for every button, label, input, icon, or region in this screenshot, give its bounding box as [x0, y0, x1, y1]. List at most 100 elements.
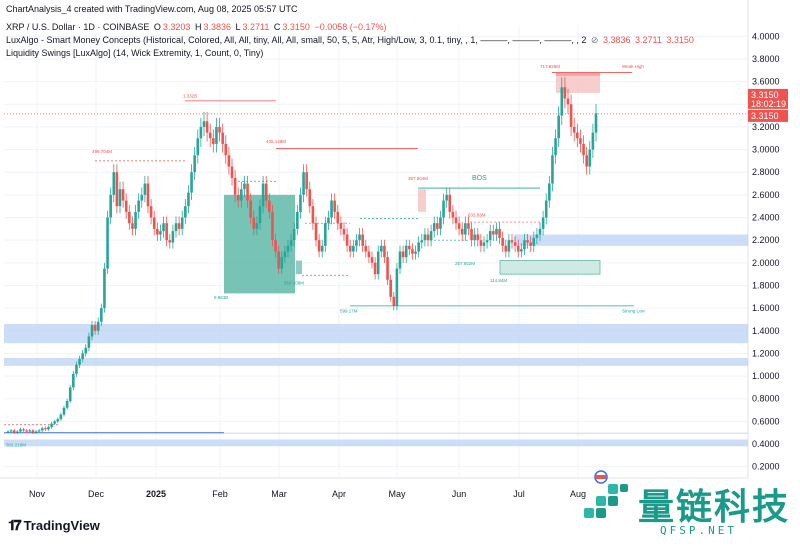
tradingview-logo[interactable]: 𝟏𝟕 TradingView — [8, 517, 100, 534]
candle-body — [404, 245, 408, 258]
candle-body — [376, 251, 380, 275]
candle-body — [124, 200, 128, 212]
candle-body — [516, 245, 520, 252]
price-tag-value: 3.3150 — [751, 90, 779, 100]
y-tick-label: 0.2000 — [752, 462, 780, 472]
label-435m: 435.148M — [266, 139, 286, 144]
candle-body — [569, 104, 573, 127]
candle-body — [280, 257, 284, 269]
candle-body — [143, 183, 147, 195]
candle-body — [348, 245, 352, 252]
label-257m: 257.552M — [455, 261, 475, 266]
candle-body — [292, 228, 296, 241]
candle-body — [16, 431, 19, 433]
candle-body — [591, 132, 595, 150]
candle-body — [523, 240, 526, 250]
ohlc-low-label: L — [235, 22, 241, 32]
x-tick-label: Jul — [513, 489, 525, 499]
ohlc-high-value: 3.3836 — [203, 22, 231, 32]
candle-body — [22, 429, 25, 431]
candle-body — [299, 194, 302, 212]
y-tick-label: 1.2000 — [752, 348, 780, 358]
candle-body — [330, 200, 333, 218]
candle-body — [296, 211, 299, 229]
flag-icon[interactable] — [590, 470, 612, 484]
candle-body — [87, 336, 91, 348]
candle-body — [436, 223, 439, 229]
candle-body — [121, 189, 125, 201]
candle-body — [184, 206, 187, 218]
price-tag-value-2: 3.3150 — [751, 111, 779, 121]
candle-body — [128, 211, 131, 224]
candle-body — [324, 223, 327, 246]
candle-body — [62, 407, 66, 415]
candle-body — [308, 189, 312, 207]
y-tick-label: 2.2000 — [752, 235, 780, 245]
candle-body — [230, 166, 234, 178]
candle-body — [75, 364, 78, 374]
candle-body — [134, 211, 137, 229]
indicator1-value-2: 3.2711 — [635, 35, 662, 45]
candle-body — [199, 126, 203, 139]
candle-body — [243, 183, 246, 190]
symbol-line: XRP / U.S. Dollar · 1D · COINBASE O 3.320… — [6, 22, 389, 32]
ohlc-high-label: H — [194, 22, 202, 32]
candle-body — [40, 428, 44, 431]
x-tick-label: Nov — [29, 489, 46, 499]
candle-body — [224, 143, 228, 156]
candle-body — [25, 430, 28, 432]
x-tick-label: Feb — [212, 489, 228, 499]
indicator1-name[interactable]: LuxAlgo - Smart Money Concepts (Historic… — [6, 35, 587, 45]
candle-body — [327, 217, 330, 224]
x-tick-label: Apr — [332, 489, 346, 499]
x-tick-label: Aug — [570, 489, 586, 499]
candle-body — [495, 228, 498, 235]
indicator1-line[interactable]: LuxAlgo - Smart Money Concepts (Historic… — [6, 35, 696, 46]
candle-body — [93, 325, 97, 331]
candle-body — [361, 234, 364, 246]
y-tick-label: 3.8000 — [752, 54, 780, 64]
candle-body — [212, 138, 215, 144]
candle-body — [190, 172, 193, 193]
candle-body — [554, 138, 557, 156]
price-tag-2[interactable] — [748, 109, 788, 122]
candle-body — [457, 223, 461, 229]
candle-body — [96, 321, 100, 331]
candle-body — [532, 237, 536, 246]
watermark-text: 量链科技 — [638, 487, 791, 528]
candle-body — [566, 98, 570, 105]
candle-body — [563, 87, 567, 99]
candle-body — [53, 421, 56, 424]
candle-body — [420, 240, 424, 243]
x-tick-label: 2025 — [146, 489, 166, 499]
indicator2-line[interactable]: Liquidity Swings [LuxAlgo] (14, Wick Ext… — [6, 48, 264, 58]
candle-body — [152, 217, 156, 229]
candle-body — [286, 245, 290, 252]
eye-off-icon[interactable]: ⊘ — [590, 35, 599, 45]
candle-body — [317, 240, 321, 252]
candle-body — [439, 217, 442, 229]
order-block-bull — [296, 260, 302, 275]
candle-body — [165, 223, 168, 241]
candle-body — [582, 143, 585, 156]
candle-body — [118, 189, 122, 207]
candle-body — [305, 172, 308, 190]
candle-body — [146, 183, 150, 207]
candle-body — [106, 217, 109, 269]
candle-body — [311, 206, 315, 224]
candle-body — [389, 279, 392, 297]
candle-body — [202, 121, 206, 127]
candle-body — [429, 231, 433, 241]
candle-body — [274, 240, 277, 252]
ohlc-open-label: O — [153, 22, 161, 32]
candle-body — [529, 242, 532, 246]
created-caption: ChartAnalysis_4 created with TradingView… — [6, 4, 298, 14]
candle-body — [485, 240, 489, 243]
price-tag[interactable] — [748, 88, 788, 109]
candle-body — [401, 251, 405, 258]
candle-body — [277, 251, 280, 269]
candle-body — [233, 177, 237, 195]
candle-body — [196, 138, 200, 156]
symbol-name[interactable]: XRP / U.S. Dollar · 1D · COINBASE — [6, 22, 150, 32]
